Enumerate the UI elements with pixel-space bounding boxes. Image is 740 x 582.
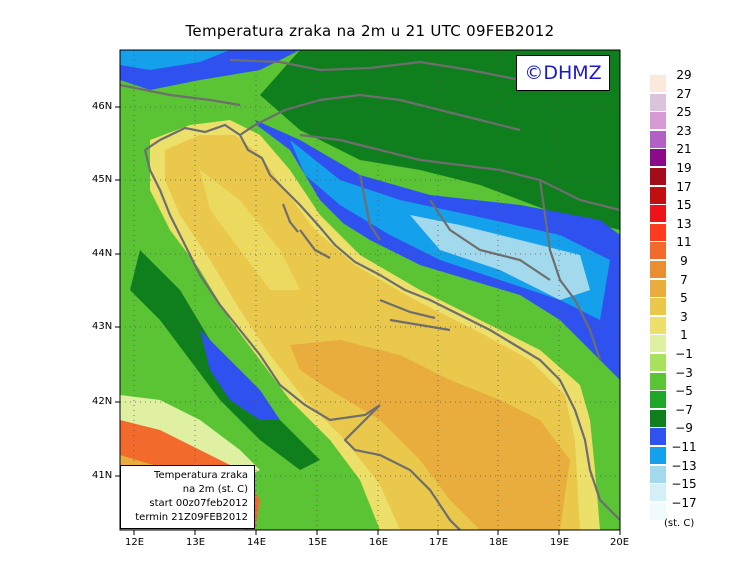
legend-swatch (650, 168, 666, 185)
lat-label-45n: 45N (92, 174, 113, 185)
legend-label: 3 (680, 309, 688, 324)
legend-swatch (650, 75, 666, 92)
legend-swatch (650, 205, 666, 223)
legend-label: 21 (676, 142, 692, 157)
legend-swatch (650, 130, 666, 148)
legend-swatch (650, 279, 666, 297)
dhmz-logo: ©DHMZ (516, 55, 610, 91)
legend-swatch (650, 186, 666, 204)
legend-label: 27 (676, 86, 692, 101)
legend-swatch (650, 149, 666, 167)
legend-swatch (650, 335, 666, 353)
lon-label-18e: 18E (489, 537, 509, 548)
legend-label: −11 (671, 440, 697, 454)
legend-label: −9 (675, 421, 693, 436)
legend-swatch (650, 465, 666, 483)
legend-swatch (650, 447, 666, 464)
info-line-2: na 2m (st. C) (182, 484, 248, 495)
lon-label-13e: 13E (186, 537, 206, 548)
info-line-4: termin 21Z09FEB2012 (135, 512, 248, 523)
info-line-1: Temperatura zraka (154, 470, 248, 481)
legend-label: −5 (675, 384, 693, 399)
plot-frame (119, 49, 621, 531)
legend-label: 1 (680, 328, 688, 343)
legend-label: 23 (676, 123, 692, 138)
legend-label: 7 (680, 272, 688, 287)
legend-label: −17 (671, 495, 697, 510)
legend-label: 5 (680, 291, 688, 306)
lat-label-46n: 46N (92, 101, 113, 112)
legend-swatch (650, 93, 666, 111)
legend-label: 19 (676, 161, 692, 175)
alps-light (120, 50, 230, 70)
legend-label: 13 (676, 216, 692, 231)
info-line-3: start 00z07feb2012 (149, 498, 248, 509)
lon-label-14e: 14E (247, 537, 267, 548)
legend-swatch (650, 298, 666, 316)
legend-swatch (650, 484, 666, 502)
legend-label: 17 (676, 179, 692, 194)
ticks (115, 106, 621, 535)
legend-label: −13 (671, 458, 697, 473)
lat-label-43n: 43N (92, 321, 113, 332)
legend-label: −7 (675, 402, 693, 417)
legend-label: 11 (676, 235, 692, 250)
legend-swatch (650, 354, 666, 371)
legend-swatch (650, 502, 666, 520)
land-dark-north (260, 50, 620, 230)
lon-label-15e: 15E (308, 537, 328, 548)
lon-label-19e: 19E (550, 537, 570, 548)
lat-label-41n: 41N (92, 470, 113, 481)
legend-label: −1 (675, 347, 693, 361)
legend-label: 9 (680, 254, 688, 268)
adriatic-warm-north (200, 170, 300, 290)
info-box: Temperatura zraka na 2m (st. C) start 00… (120, 465, 255, 529)
legend-label: 25 (676, 105, 692, 120)
italy-pale-green (120, 395, 260, 480)
lon-label-20e: 20E (610, 537, 630, 548)
lon-label-16e: 16E (369, 537, 389, 548)
lat-label-44n: 44N (92, 248, 113, 259)
italy-blue (200, 330, 280, 420)
legend-swatch (650, 261, 666, 278)
legend-swatch (650, 428, 666, 446)
chart-title: Temperatura zraka na 2m u 21 UTC 09FEB20… (185, 22, 555, 40)
borders (120, 58, 620, 530)
dinaric-pale (410, 215, 590, 300)
legend-swatch (650, 316, 666, 334)
adriatic-warm (290, 340, 570, 530)
lon-label-12e: 12E (125, 537, 145, 548)
legend-unit: (st. C) (664, 518, 695, 529)
legend-swatch (650, 409, 666, 427)
lon-label-17e: 17E (429, 537, 449, 548)
legend-swatch (650, 223, 666, 241)
legend-swatch (650, 372, 666, 390)
legend-label: 15 (676, 198, 692, 213)
legend-label: −3 (675, 365, 693, 380)
legend-swatch (650, 242, 666, 260)
legend-label: 29 (676, 68, 692, 82)
legend-swatch (650, 391, 666, 409)
grid (120, 50, 620, 530)
legend-swatch (650, 112, 666, 130)
legend-label: −15 (671, 477, 697, 492)
lat-label-42n: 42N (92, 396, 113, 407)
